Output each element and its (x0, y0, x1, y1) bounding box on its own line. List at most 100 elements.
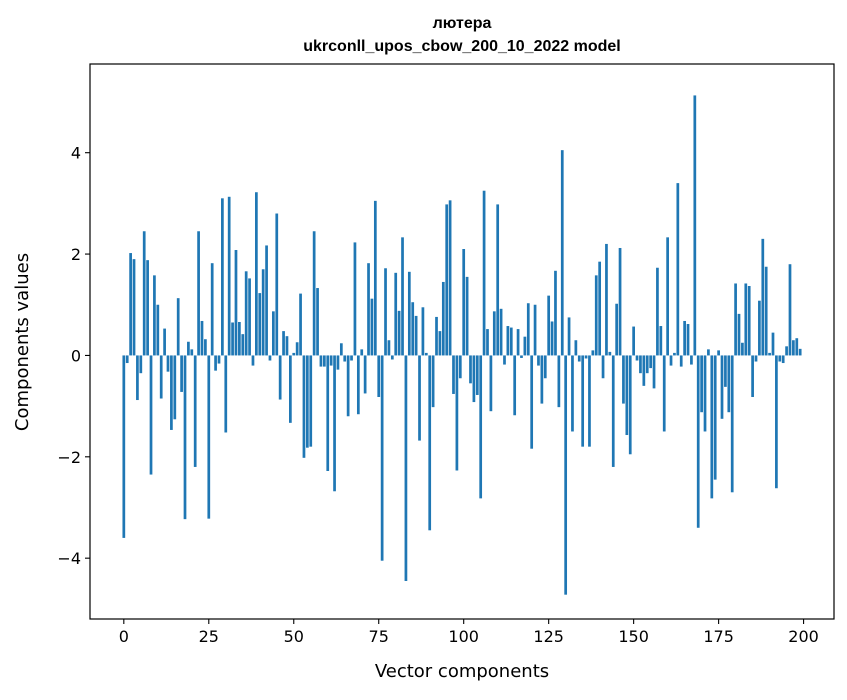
bar-component-135 (581, 355, 585, 447)
bar-component-78 (387, 340, 391, 356)
bar-component-21 (193, 355, 197, 467)
bar-component-183 (744, 283, 748, 356)
bar-component-161 (669, 355, 673, 366)
bar-component-11 (159, 355, 163, 399)
bar-component-0 (122, 355, 126, 538)
bar-component-52 (299, 293, 302, 356)
bar-component-51 (295, 342, 299, 356)
bar-component-179 (730, 355, 734, 493)
bar-component-66 (346, 355, 350, 417)
bar-component-194 (781, 355, 785, 364)
bar-component-165 (683, 320, 686, 356)
bar-component-109 (492, 311, 496, 356)
bar-component-148 (625, 355, 629, 436)
bar-component-35 (241, 334, 245, 356)
y-tick-label: 0 (71, 346, 81, 365)
bar-component-186 (754, 355, 758, 362)
y-tick-label: −4 (57, 549, 81, 568)
bar-component-196 (788, 264, 792, 356)
bar-component-168 (693, 95, 697, 356)
bar-component-45 (275, 213, 279, 356)
bar-component-3 (132, 259, 136, 356)
bar-component-88 (421, 307, 425, 356)
bar-component-156 (652, 355, 656, 389)
bar-component-150 (632, 326, 635, 356)
bar-component-106 (482, 190, 486, 356)
x-axis-ticks: 0 25 50 75 100 125 150 175 200 (119, 619, 819, 646)
bar-component-147 (622, 355, 625, 404)
bar-component-43 (268, 355, 272, 361)
bar-component-37 (248, 278, 251, 356)
bar-component-184 (747, 286, 751, 356)
bar-component-171 (703, 355, 707, 432)
chart-subtitle: ukrconll_upos_cbow_200_10_2022 model (303, 38, 620, 55)
bars-group (122, 95, 802, 595)
bar-component-29 (221, 198, 224, 356)
x-tick-label: 125 (533, 627, 564, 646)
plot-area-frame (89, 63, 835, 620)
bar-component-90 (428, 355, 432, 531)
bar-component-6 (142, 231, 146, 356)
bar-component-44 (272, 311, 275, 356)
bar-component-133 (574, 340, 578, 356)
bar-component-33 (234, 250, 238, 356)
bar-component-82 (401, 237, 404, 356)
x-tick-label: 75 (369, 627, 389, 646)
bar-component-98 (455, 355, 459, 471)
bar-component-68 (353, 242, 357, 356)
bar-component-74 (373, 200, 377, 356)
bar-component-28 (217, 355, 221, 364)
bar-component-75 (377, 355, 381, 397)
bar-component-185 (751, 355, 754, 397)
bar-component-112 (503, 355, 506, 365)
bar-component-127 (554, 270, 557, 356)
bar-component-93 (438, 331, 442, 356)
bar-component-62 (333, 355, 336, 492)
bar-component-103 (472, 355, 476, 403)
bar-component-139 (594, 275, 598, 356)
bar-component-30 (224, 355, 228, 433)
bar-component-69 (356, 355, 360, 415)
bar-component-25 (207, 355, 211, 519)
bar-component-160 (666, 237, 669, 356)
bar-component-99 (458, 355, 462, 379)
bar-component-134 (577, 355, 581, 362)
bar-component-117 (520, 355, 523, 358)
bar-component-193 (778, 355, 782, 362)
bar-component-92 (435, 316, 438, 356)
bar-component-39 (255, 192, 258, 356)
bar-component-158 (659, 326, 663, 356)
bar-component-12 (163, 328, 166, 356)
y-tick-label: 4 (71, 144, 81, 163)
bar-component-176 (720, 355, 724, 419)
bar-component-48 (285, 336, 289, 356)
x-tick-label: 150 (618, 627, 649, 646)
bar-component-31 (227, 196, 231, 356)
bar-component-2 (129, 253, 132, 356)
bar-component-173 (710, 355, 714, 499)
bar-component-87 (418, 355, 421, 441)
bar-component-59 (322, 355, 326, 367)
bar-component-131 (567, 317, 571, 356)
bar-component-144 (611, 355, 615, 467)
bar-component-13 (166, 355, 170, 372)
bar-component-15 (173, 355, 177, 420)
bar-component-10 (156, 304, 160, 356)
bar-component-84 (407, 271, 411, 356)
bar-component-167 (690, 355, 693, 365)
bar-component-151 (635, 355, 639, 361)
bar-component-125 (547, 295, 551, 356)
bar-component-182 (741, 342, 744, 356)
y-axis-ticks: −4 −2 0 2 4 (57, 144, 90, 568)
bar-component-136 (584, 355, 588, 359)
bar-component-198 (795, 338, 799, 356)
bar-component-50 (292, 352, 296, 356)
bar-component-113 (506, 326, 510, 356)
bar-component-120 (530, 355, 534, 449)
bar-component-172 (707, 349, 710, 356)
bar-component-22 (197, 231, 200, 356)
bar-component-105 (479, 355, 483, 499)
bar-component-116 (516, 329, 520, 356)
x-axis-label: Vector components (375, 661, 549, 682)
